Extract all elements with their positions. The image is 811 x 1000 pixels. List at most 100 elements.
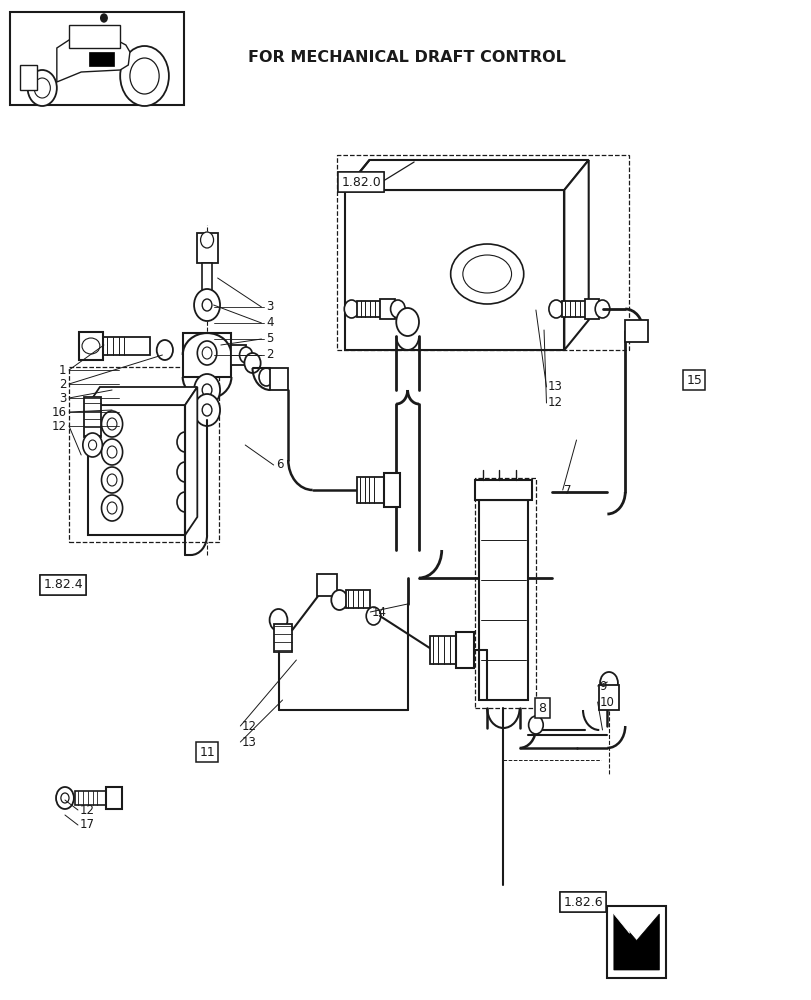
Circle shape: [83, 433, 102, 457]
Circle shape: [177, 492, 193, 512]
Circle shape: [88, 440, 97, 450]
Text: 8: 8: [538, 702, 546, 714]
Polygon shape: [474, 480, 531, 500]
Text: 2: 2: [59, 377, 67, 390]
Circle shape: [101, 411, 122, 437]
Bar: [380, 299, 394, 319]
Circle shape: [344, 300, 358, 318]
Ellipse shape: [450, 244, 523, 304]
Circle shape: [56, 787, 74, 809]
Text: 14: 14: [371, 605, 386, 618]
Text: 5: 5: [266, 332, 273, 346]
Bar: [196, 233, 217, 263]
Circle shape: [269, 609, 287, 631]
Circle shape: [177, 432, 193, 452]
Polygon shape: [88, 387, 197, 405]
Text: FOR MECHANICAL DRAFT CONTROL: FOR MECHANICAL DRAFT CONTROL: [247, 49, 564, 64]
Text: 12: 12: [547, 396, 562, 410]
Text: 1.82.0: 1.82.0: [341, 176, 380, 188]
Circle shape: [107, 502, 117, 514]
Bar: [88, 405, 185, 535]
Text: 3: 3: [266, 300, 273, 314]
Polygon shape: [57, 32, 130, 82]
Text: 1.82.0: 1.82.0: [341, 176, 380, 188]
Text: 16: 16: [52, 406, 67, 418]
Circle shape: [194, 394, 220, 426]
Polygon shape: [69, 25, 120, 48]
Circle shape: [366, 607, 380, 625]
Text: 17: 17: [79, 818, 94, 832]
Bar: [101, 337, 150, 355]
Circle shape: [200, 232, 213, 248]
Circle shape: [390, 300, 405, 318]
Bar: [337, 155, 629, 350]
Text: 1.82.4: 1.82.4: [44, 578, 83, 591]
Polygon shape: [345, 160, 588, 190]
Circle shape: [28, 70, 57, 106]
Circle shape: [244, 353, 260, 373]
Circle shape: [197, 341, 217, 365]
Circle shape: [594, 300, 609, 318]
Bar: [75, 791, 109, 805]
Text: 6: 6: [276, 458, 283, 472]
Bar: [607, 906, 665, 978]
Text: 1.82.4: 1.82.4: [44, 578, 83, 591]
Circle shape: [61, 793, 69, 803]
Bar: [561, 301, 586, 317]
Polygon shape: [613, 914, 659, 970]
Circle shape: [101, 467, 122, 493]
Text: 13: 13: [547, 380, 562, 393]
Circle shape: [157, 340, 173, 360]
Text: 7: 7: [564, 484, 571, 496]
Bar: [20, 65, 36, 90]
Text: 1: 1: [59, 363, 67, 376]
Text: 1.82.6: 1.82.6: [563, 896, 602, 908]
Circle shape: [202, 299, 212, 311]
Text: 12: 12: [52, 420, 67, 432]
Bar: [357, 477, 389, 503]
Bar: [599, 685, 618, 710]
Bar: [345, 590, 370, 608]
Bar: [274, 624, 292, 652]
Circle shape: [202, 384, 212, 396]
Bar: [182, 333, 231, 377]
Circle shape: [259, 368, 273, 386]
Bar: [316, 574, 337, 596]
Polygon shape: [89, 52, 114, 66]
Polygon shape: [613, 914, 629, 933]
Bar: [105, 787, 122, 809]
Circle shape: [194, 374, 220, 406]
Bar: [584, 299, 599, 319]
Circle shape: [202, 347, 212, 359]
Circle shape: [130, 58, 159, 94]
Bar: [84, 397, 101, 437]
Circle shape: [548, 300, 563, 318]
Bar: [345, 190, 564, 350]
Bar: [478, 500, 527, 700]
Ellipse shape: [82, 338, 100, 354]
Text: 11: 11: [199, 746, 215, 758]
Text: 12: 12: [79, 804, 94, 816]
Circle shape: [101, 439, 122, 465]
Bar: [270, 368, 288, 390]
Bar: [384, 473, 400, 507]
Text: 9: 9: [599, 680, 606, 692]
Circle shape: [34, 78, 50, 98]
Text: 10: 10: [599, 696, 613, 708]
Bar: [474, 478, 535, 708]
Text: 4: 4: [266, 316, 273, 330]
Bar: [69, 367, 219, 542]
Circle shape: [120, 46, 169, 106]
Bar: [10, 12, 184, 105]
Ellipse shape: [462, 255, 511, 293]
Text: 12: 12: [242, 720, 256, 732]
Circle shape: [239, 347, 252, 363]
Polygon shape: [564, 160, 588, 350]
Bar: [357, 301, 381, 317]
Bar: [456, 632, 474, 668]
Text: 2: 2: [266, 349, 273, 361]
Bar: [79, 332, 103, 360]
Circle shape: [202, 404, 212, 416]
Circle shape: [194, 289, 220, 321]
Circle shape: [177, 462, 193, 482]
